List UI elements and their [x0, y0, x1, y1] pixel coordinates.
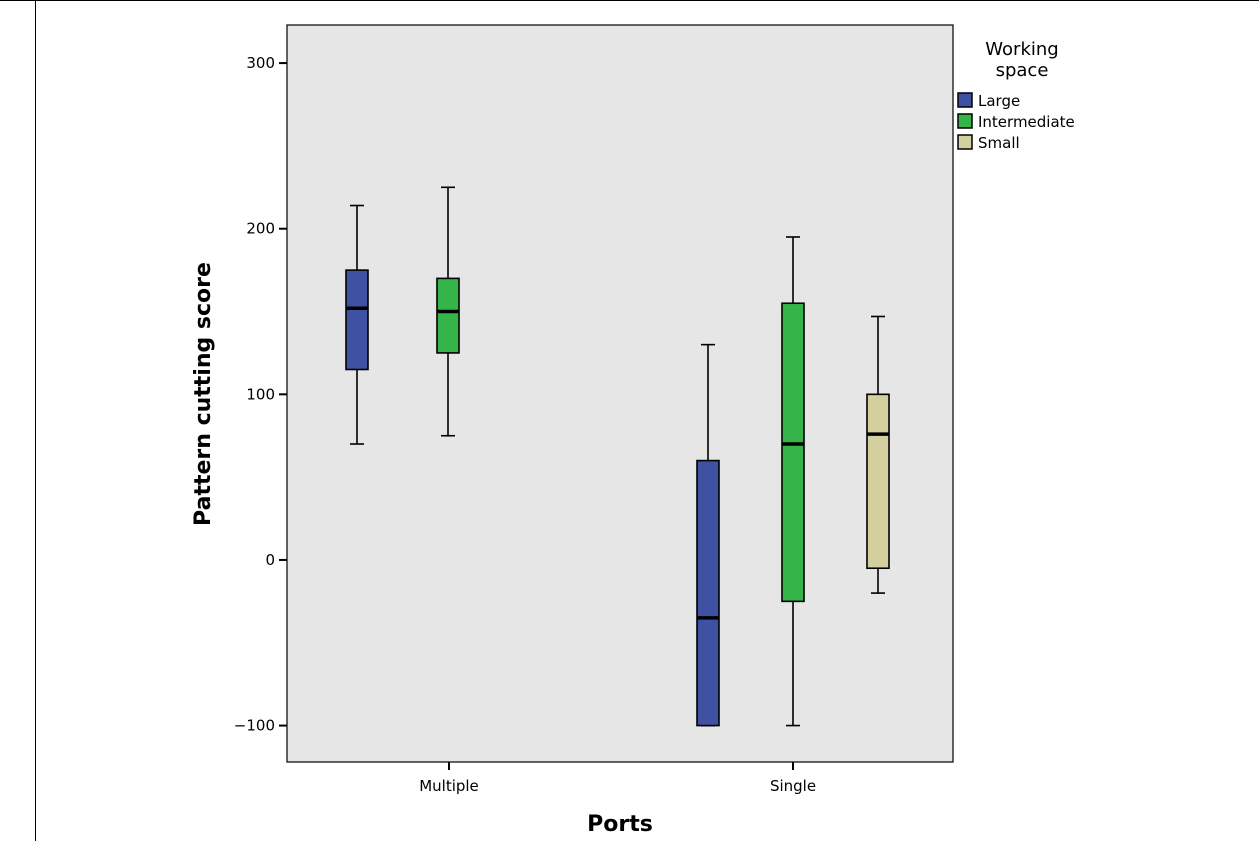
y-tick-label: 300	[246, 54, 275, 72]
x-tick-label: Multiple	[419, 777, 479, 795]
box-series	[345, 186, 890, 727]
iqr-box	[345, 269, 369, 371]
y-tick-label: 200	[246, 220, 275, 238]
y-axis-title: Pattern cutting score	[191, 262, 216, 526]
y-tick-label: 100	[246, 385, 275, 403]
legend-swatch-intermediate	[957, 113, 973, 129]
legend-label-large: Large	[978, 92, 1020, 110]
x-axis-title: Ports	[587, 812, 653, 837]
figure-top-border	[0, 0, 1259, 1]
legend-label-small: Small	[978, 134, 1020, 152]
iqr-box	[781, 302, 805, 603]
iqr-box	[436, 277, 460, 354]
box-large-single	[696, 343, 720, 727]
x-axis: Multiple Single	[419, 762, 816, 795]
box-large-multiple	[345, 204, 369, 445]
figure-left-border	[35, 0, 36, 841]
legend-label-intermediate: Intermediate	[978, 113, 1075, 131]
legend-title-line: space	[996, 60, 1049, 81]
x-tick-label: Single	[770, 777, 816, 795]
legend-swatch-large	[957, 92, 973, 108]
legend-swatch-small	[957, 134, 973, 150]
iqr-box	[866, 393, 890, 570]
y-tick-label: −100	[234, 717, 275, 735]
box-intermediate-multiple	[436, 186, 460, 437]
y-tick-label: 0	[265, 551, 275, 569]
y-axis: −100 0 100 200 300	[234, 54, 287, 735]
legend-title-line: Working	[985, 39, 1058, 60]
plot-area	[286, 24, 954, 763]
box-small-single	[866, 315, 890, 594]
box-intermediate-single	[781, 236, 805, 727]
iqr-box	[696, 459, 720, 727]
